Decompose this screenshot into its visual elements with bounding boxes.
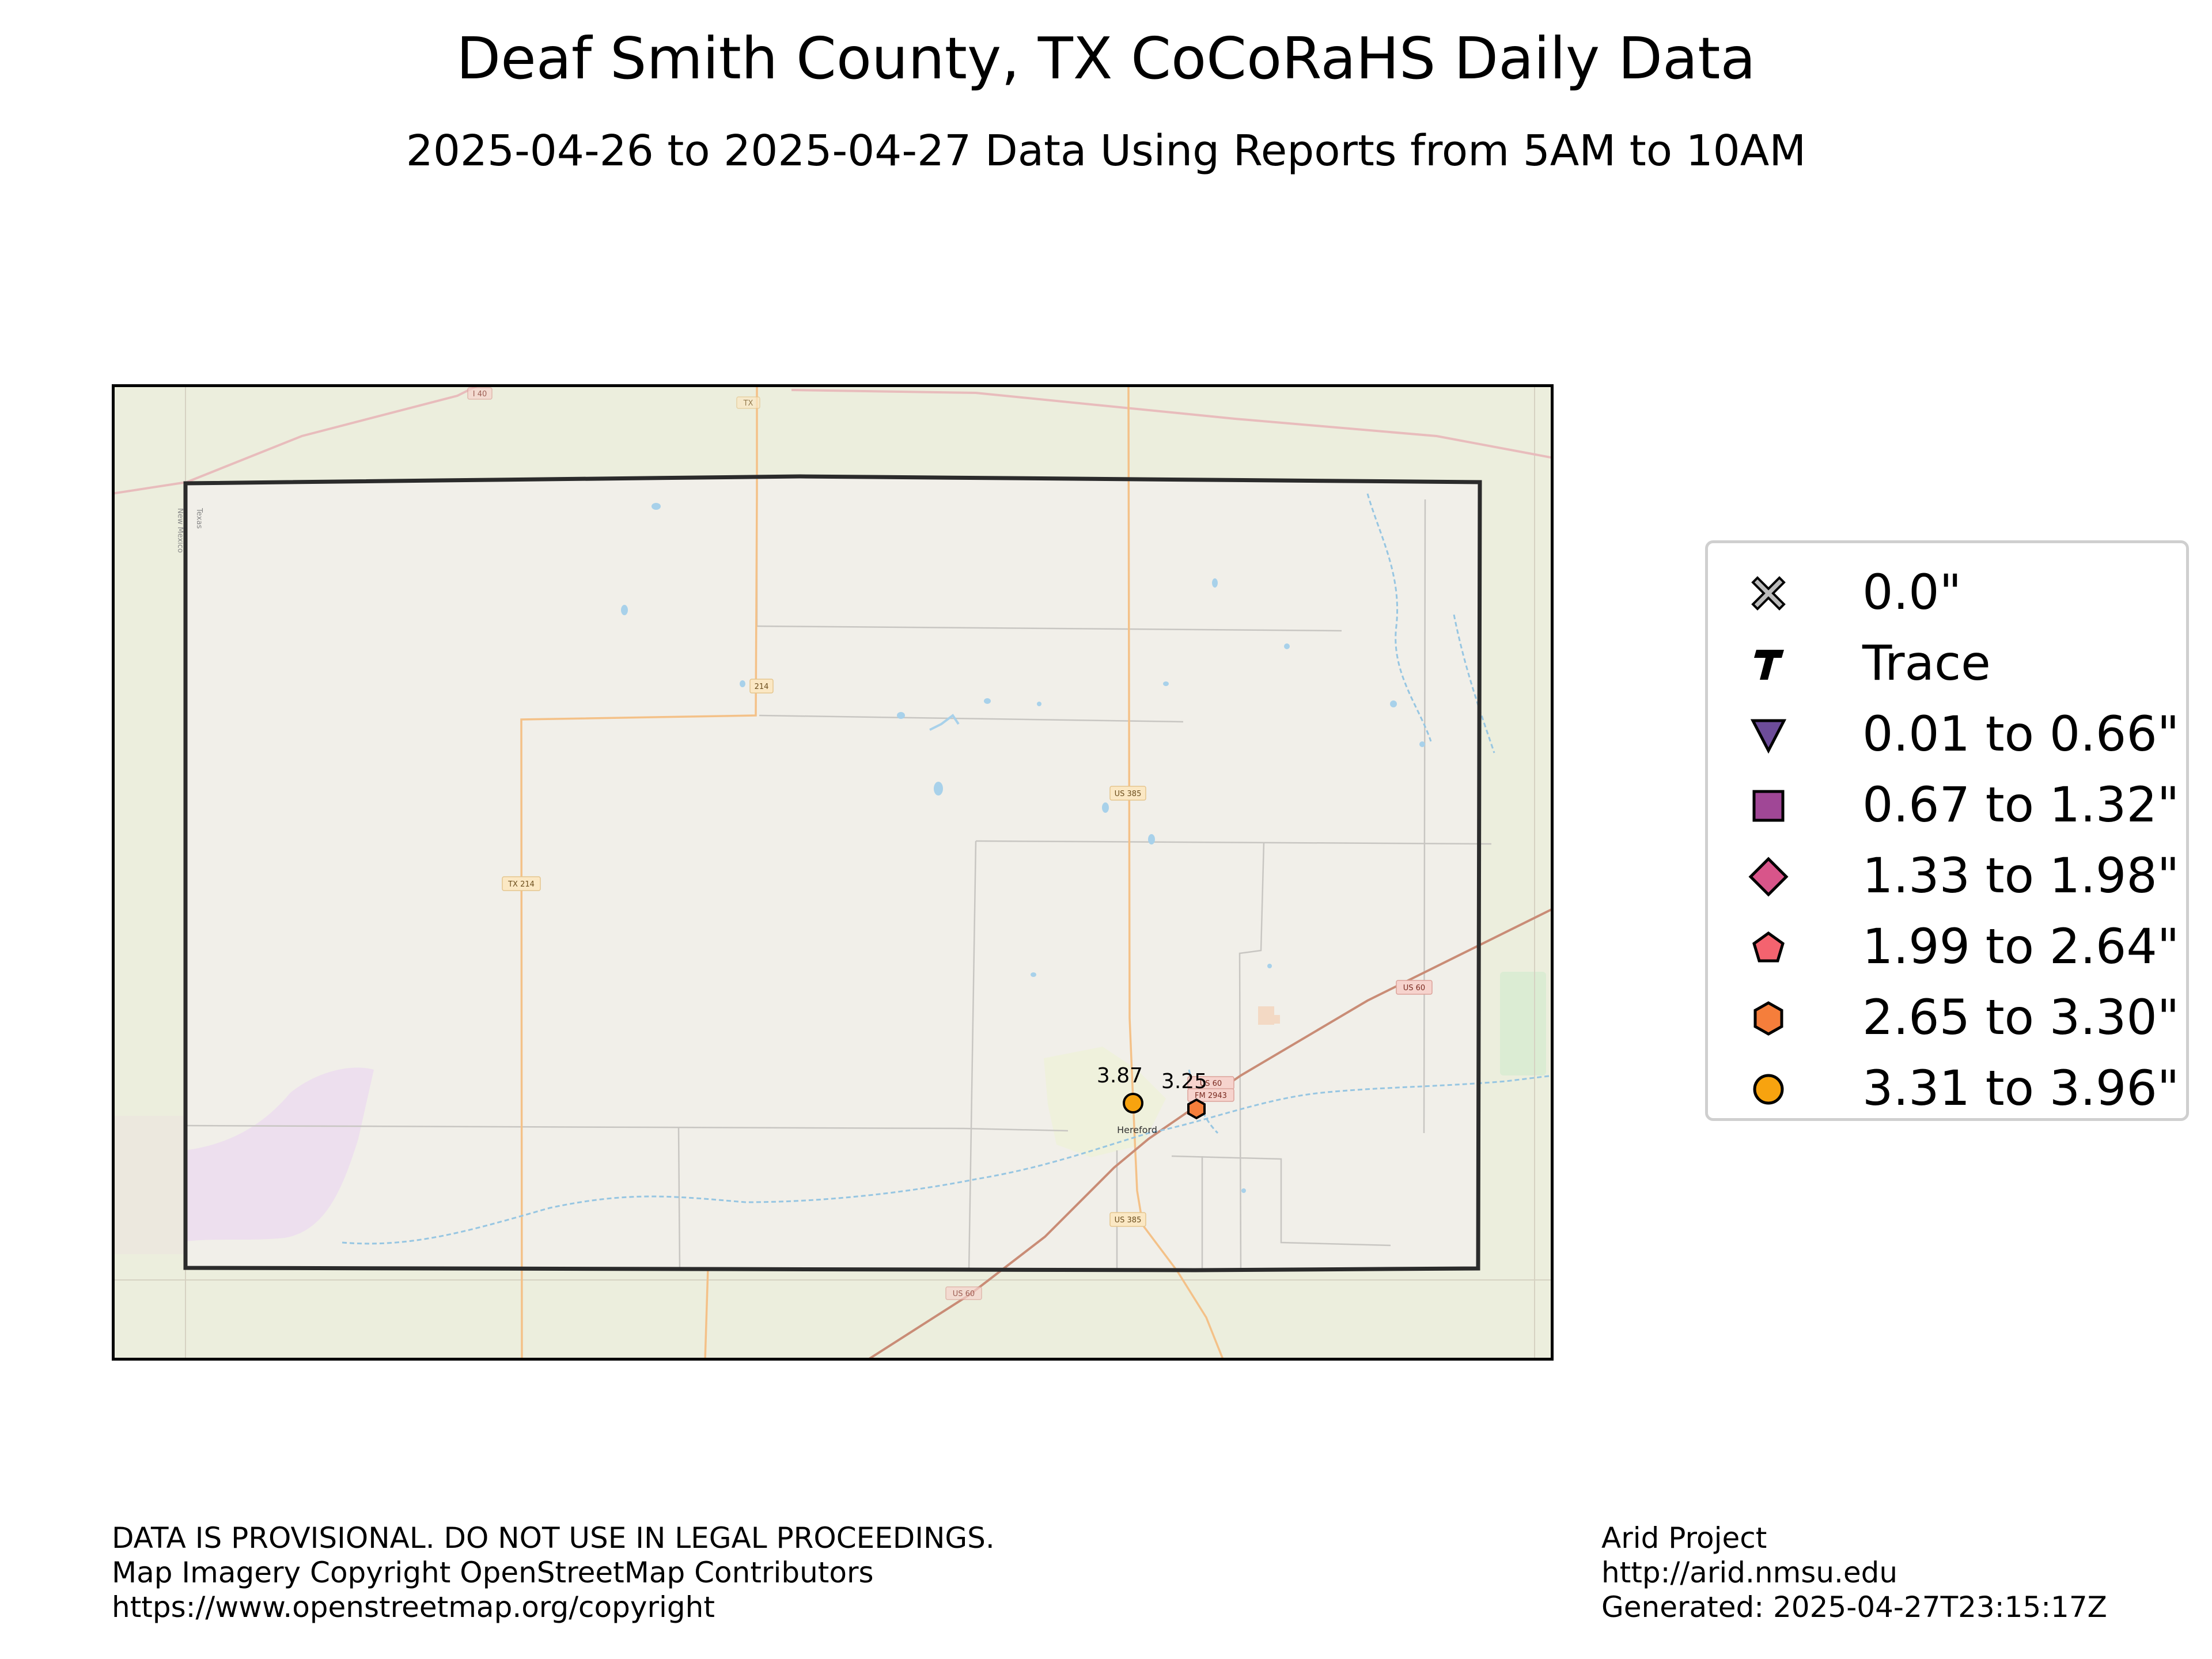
legend-label: 3.31 to 3.96" [1862,1060,2180,1116]
legend-item: 1.33 to 1.98" [1708,844,2192,907]
legend-label: 0.01 to 0.66" [1862,706,2180,762]
legend: 0.0" Trace 0.01 to 0.66" 0.67 to 1.32" 1… [1705,540,2189,1121]
chart-title: Deaf Smith County, TX CoCoRaHS Daily Dat… [456,25,1756,92]
outside-land-patch [112,1116,185,1254]
footer-disclaimer: DATA IS PROVISIONAL. DO NOT USE IN LEGAL… [112,1521,995,1624]
lake-park-area [1500,972,1546,1075]
legend-label: 1.33 to 1.98" [1862,847,2180,904]
map-frame [112,384,1554,1361]
hexagon-icon [1753,1001,1783,1036]
county-map: US 385 US 385 TX 214 214 US 60 US 60 FM … [112,384,1554,1361]
chart-subtitle: 2025-04-26 to 2025-04-27 Data Using Repo… [406,126,1806,176]
legend-item: 2.65 to 3.30" [1708,986,2192,1049]
shield-tx214: TX 214 [507,880,535,889]
legend-item: 0.01 to 0.66" [1708,702,2192,766]
station-marker-hexagon[interactable] [1187,1098,1206,1120]
place-label-new-mexico: New Mexico [176,508,184,553]
legend-item: 3.31 to 3.96" [1708,1056,2192,1120]
industrial-area-2 [1270,1015,1280,1024]
x-icon [1751,576,1786,611]
county-fill [185,476,1480,1270]
footer-line: Map Imagery Copyright OpenStreetMap Cont… [112,1556,874,1589]
county-boundary [183,474,1482,1272]
shield-us60-east: US 60 [1403,984,1425,993]
shield-214: 214 [755,683,769,691]
road-shields: US 385 US 385 TX 214 214 US 60 US 60 FM … [467,387,1433,1300]
legend-item: 1.99 to 2.64" [1708,915,2192,978]
square-icon [1752,790,1785,822]
diamond-icon [1748,857,1789,897]
station-value-label: 3.87 [1097,1064,1143,1088]
shield-us385-south: US 385 [1115,1216,1142,1225]
landuse-patch [185,1067,374,1241]
circle-icon [1753,1074,1784,1105]
state-highways [520,384,1225,1361]
lake-shape [929,714,960,731]
legend-label: 0.0" [1862,564,1962,620]
shield-fm2943: FM 2943 [1195,1092,1227,1100]
footer-credits: Arid Project http://arid.nmsu.edu Genera… [1601,1521,2107,1624]
place-label-texas: Texas [195,507,203,529]
station-value-label: 3.25 [1161,1070,1207,1093]
place-label-hereford: Hereford [1117,1124,1157,1135]
shield-i40: I 40 [473,390,487,399]
t-icon [1754,650,1784,680]
legend-item: Trace [1708,631,2192,695]
shield-us60-south: US 60 [953,1290,975,1298]
legend-label: 2.65 to 3.30" [1862,989,2180,1046]
shield-tx: TX [743,399,753,408]
playa-lakes [621,503,1425,1193]
footer-line: https://www.openstreetmap.org/copyright [112,1590,715,1624]
legend-label: 0.67 to 1.32" [1862,777,2180,833]
station-marker-circle[interactable] [1123,1093,1143,1113]
shield-us60-hereford: US 60 [1200,1080,1222,1088]
footer-line: DATA IS PROVISIONAL. DO NOT USE IN LEGAL… [112,1521,995,1555]
legend-label: Trace [1862,635,1991,691]
legend-label: 1.99 to 2.64" [1862,918,2180,975]
us60-highway [865,907,1554,1361]
footer-line: http://arid.nmsu.edu [1601,1556,1898,1589]
town-area [1044,1047,1166,1157]
shield-us385-north: US 385 [1115,790,1142,798]
pentagon-icon [1752,931,1785,963]
triangle-down-icon [1750,719,1787,754]
footer-line: Arid Project [1601,1521,1767,1555]
i40-highway [112,384,1554,495]
footer-line: Generated: 2025-04-27T23:15:17Z [1601,1590,2107,1624]
legend-item: 0.67 to 1.32" [1708,773,2192,836]
legend-item: 0.0" [1708,560,2192,624]
